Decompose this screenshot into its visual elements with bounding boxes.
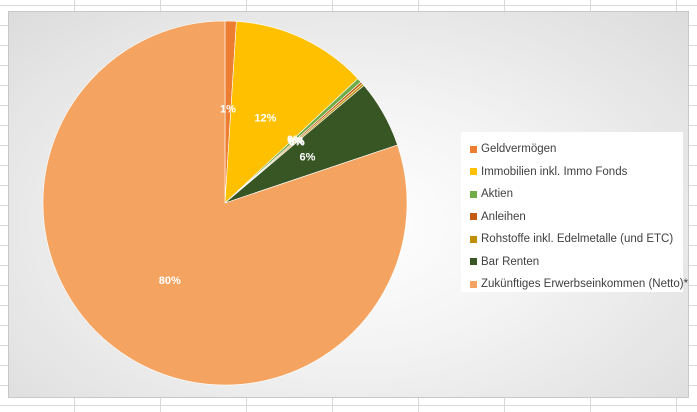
legend-label-5: Bar Renten: [481, 255, 540, 268]
legend-label-0: Geldvermögen: [481, 143, 557, 156]
legend-swatch-6: [470, 280, 477, 288]
data-label-6: 80%: [159, 275, 181, 287]
legend-swatch-4: [470, 235, 477, 243]
data-label-1: 12%: [254, 112, 276, 124]
legend-label-1: Immobilien inkl. Immo Fonds: [481, 165, 628, 178]
legend-item-0[interactable]: Geldvermögen: [470, 138, 683, 161]
data-label-4: 0%: [289, 136, 305, 148]
pie-chart[interactable]: 1%12%0%0%0%6%80%: [9, 12, 690, 399]
legend-item-1[interactable]: Immobilien inkl. Immo Fonds: [470, 161, 683, 184]
data-label-0: 1%: [220, 103, 236, 115]
legend-label-4: Rohstoffe inkl. Edelmetalle (und ETC): [481, 233, 674, 246]
legend-item-5[interactable]: Bar Renten: [470, 251, 683, 274]
data-label-3: 0%: [288, 136, 304, 148]
pie-slice-6[interactable]: [42, 20, 408, 386]
legend-label-6: Zukünftiges Erwerbseinkommen (Netto)*: [481, 278, 689, 291]
legend-item-6[interactable]: Zukünftiges Erwerbseinkommen (Netto)*: [470, 273, 688, 296]
legend-label-2: Aktien: [481, 188, 513, 201]
data-label-5: 6%: [299, 152, 315, 164]
legend-item-4[interactable]: Rohstoffe inkl. Edelmetalle (und ETC): [470, 228, 683, 251]
chart-legend[interactable]: Geldvermögen Immobilien inkl. Immo Fonds A…: [461, 132, 688, 292]
data-label-2: 0%: [287, 134, 303, 146]
legend-item-3[interactable]: Anleihen: [470, 206, 683, 229]
legend-swatch-1: [470, 168, 477, 176]
legend-swatch-2: [470, 190, 477, 198]
legend-swatch-5: [470, 258, 477, 266]
legend-item-2[interactable]: Aktien: [470, 183, 683, 206]
legend-label-3: Anleihen: [481, 210, 526, 223]
pie-slice-1[interactable]: [224, 21, 359, 204]
legend-swatch-0: [470, 145, 477, 153]
legend-swatch-3: [470, 213, 477, 221]
chart-area[interactable]: 1% 12% 0% 0% 0% 6% 80% Geldvermögen Immobilien …: [8, 11, 689, 398]
